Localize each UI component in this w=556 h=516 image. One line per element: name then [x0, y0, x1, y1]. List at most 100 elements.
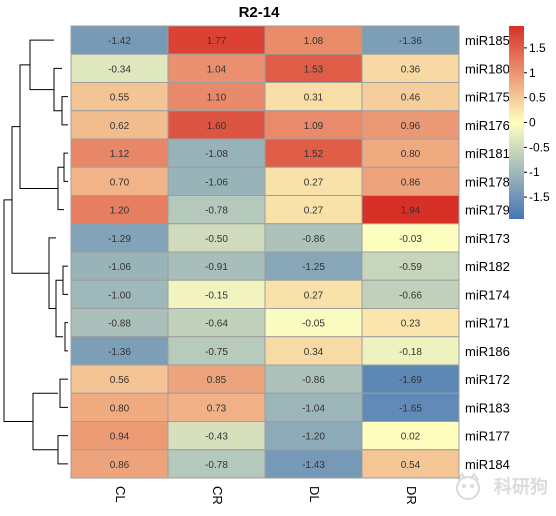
dendrogram-branch	[61, 96, 68, 126]
heatmap-cell	[264, 166, 363, 196]
dendrogram-branch	[3, 199, 33, 422]
dendrogram-branch	[19, 64, 58, 189]
cell-value-label: 1.04	[207, 64, 227, 75]
chart-title: R2-14	[239, 4, 281, 21]
cell-value-label: -0.05	[302, 319, 325, 330]
heatmap-cell	[264, 308, 363, 338]
cell-value-label: -0.91	[205, 262, 228, 273]
column-label: CR	[210, 486, 225, 505]
cell-value-label: -1.42	[108, 36, 131, 47]
cell-value-label: 1.08	[304, 36, 324, 47]
heatmap-cell	[70, 138, 169, 168]
heatmap-cell	[167, 392, 266, 422]
cell-value-label: -0.59	[399, 262, 422, 273]
dendrogram-branch	[55, 279, 63, 338]
dendrogram-branch	[48, 237, 56, 309]
heatmap-cell	[264, 279, 363, 309]
row-label: miR175	[465, 90, 510, 105]
cell-value-label: 1.94	[401, 206, 421, 217]
cell-value-label: 1.12	[110, 149, 130, 160]
heatmap-cell	[361, 138, 460, 168]
cell-value-label: 0.54	[401, 460, 421, 471]
legend-tick-label: 0.5	[529, 91, 546, 105]
legend-tick-label: 1.5	[529, 41, 546, 55]
watermark-text: 科研狗	[494, 477, 548, 497]
cell-value-label: 1.77	[207, 36, 227, 47]
heatmap-cell	[167, 53, 266, 83]
heatmap-cell	[361, 308, 460, 338]
cell-value-label: 0.85	[207, 375, 227, 386]
cell-value-label: -0.75	[205, 347, 228, 358]
cell-value-label: 0.70	[110, 177, 130, 188]
heatmap-cell	[70, 223, 169, 253]
heatmap-cell	[264, 364, 363, 394]
cell-value-label: -0.86	[302, 234, 325, 245]
cell-value-label: 0.27	[304, 177, 324, 188]
cell-value-label: -0.66	[399, 290, 422, 301]
dendrogram-branch	[57, 166, 64, 211]
row-label: miR177	[465, 429, 510, 444]
dendrogram-branch	[53, 67, 62, 112]
cell-value-label: 0.31	[304, 93, 324, 104]
dendrogram-branch	[63, 152, 68, 182]
dendrogram-branch	[59, 378, 68, 408]
heatmap-cell	[264, 392, 363, 422]
legend-color-bar	[509, 26, 524, 219]
heatmap-cell	[167, 82, 266, 112]
heatmap-cell	[361, 279, 460, 309]
heatmap-cell	[361, 110, 460, 140]
heatmap-cell	[70, 364, 169, 394]
cell-value-label: 1.10	[207, 93, 227, 104]
heatmap-cell	[361, 336, 460, 366]
heatmap-cell	[264, 223, 363, 253]
cell-value-label: -1.08	[205, 149, 228, 160]
row-label: miR184	[465, 457, 510, 472]
cell-value-label: 1.09	[304, 121, 324, 132]
heatmap-cell	[264, 138, 363, 168]
cell-value-label: 0.80	[110, 403, 130, 414]
dog-logo-icon	[455, 472, 480, 500]
cell-value-label: -0.78	[205, 206, 228, 217]
dendrogram-branch	[29, 39, 54, 91]
column-labels: CL CR DL DR	[113, 486, 419, 505]
cell-value-label: -1.36	[108, 347, 131, 358]
cell-value-label: 0.46	[401, 93, 421, 104]
row-label: miR171	[465, 316, 510, 331]
row-label: miR178	[465, 174, 510, 189]
row-label: miR183	[465, 400, 510, 415]
cell-value-label: 0.86	[110, 460, 130, 471]
cell-value-label: -0.15	[205, 290, 228, 301]
cell-value-label: -1.25	[302, 262, 325, 273]
row-label: miR176	[465, 118, 510, 133]
row-label: miR179	[465, 203, 510, 218]
row-label: miR174	[465, 287, 510, 302]
cell-value-label: 0.94	[110, 432, 130, 443]
heatmap-cell	[361, 364, 460, 394]
cell-value-label: -1.06	[108, 262, 131, 273]
row-label: miR173	[465, 231, 510, 246]
column-label: DL	[307, 486, 322, 503]
dendrogram-branch	[62, 265, 68, 295]
row-dendrogram	[3, 39, 68, 465]
heatmap-cell	[167, 138, 266, 168]
cell-value-label: -1.06	[205, 177, 228, 188]
heatmap-cell	[264, 336, 363, 366]
cell-value-label: -1.65	[399, 403, 422, 414]
cell-value-label: 0.86	[401, 177, 421, 188]
heatmap-cell	[167, 449, 266, 479]
heatmap-cell	[361, 449, 460, 479]
cell-value-label: 0.96	[401, 121, 421, 132]
cell-value-label: 0.02	[401, 432, 421, 443]
heatmap-cell	[361, 251, 460, 281]
dendrogram-branch	[64, 322, 68, 352]
row-label: miR186	[465, 344, 510, 359]
cell-value-label: -0.34	[108, 64, 131, 75]
cell-value-label: 1.60	[207, 121, 227, 132]
cell-value-label: 1.20	[110, 206, 130, 217]
cell-value-label: -0.86	[302, 375, 325, 386]
row-label: miR180	[465, 61, 510, 76]
cell-value-label: 0.73	[207, 403, 227, 414]
heatmap-cell	[167, 166, 266, 196]
cell-value-label: -1.36	[399, 36, 422, 47]
